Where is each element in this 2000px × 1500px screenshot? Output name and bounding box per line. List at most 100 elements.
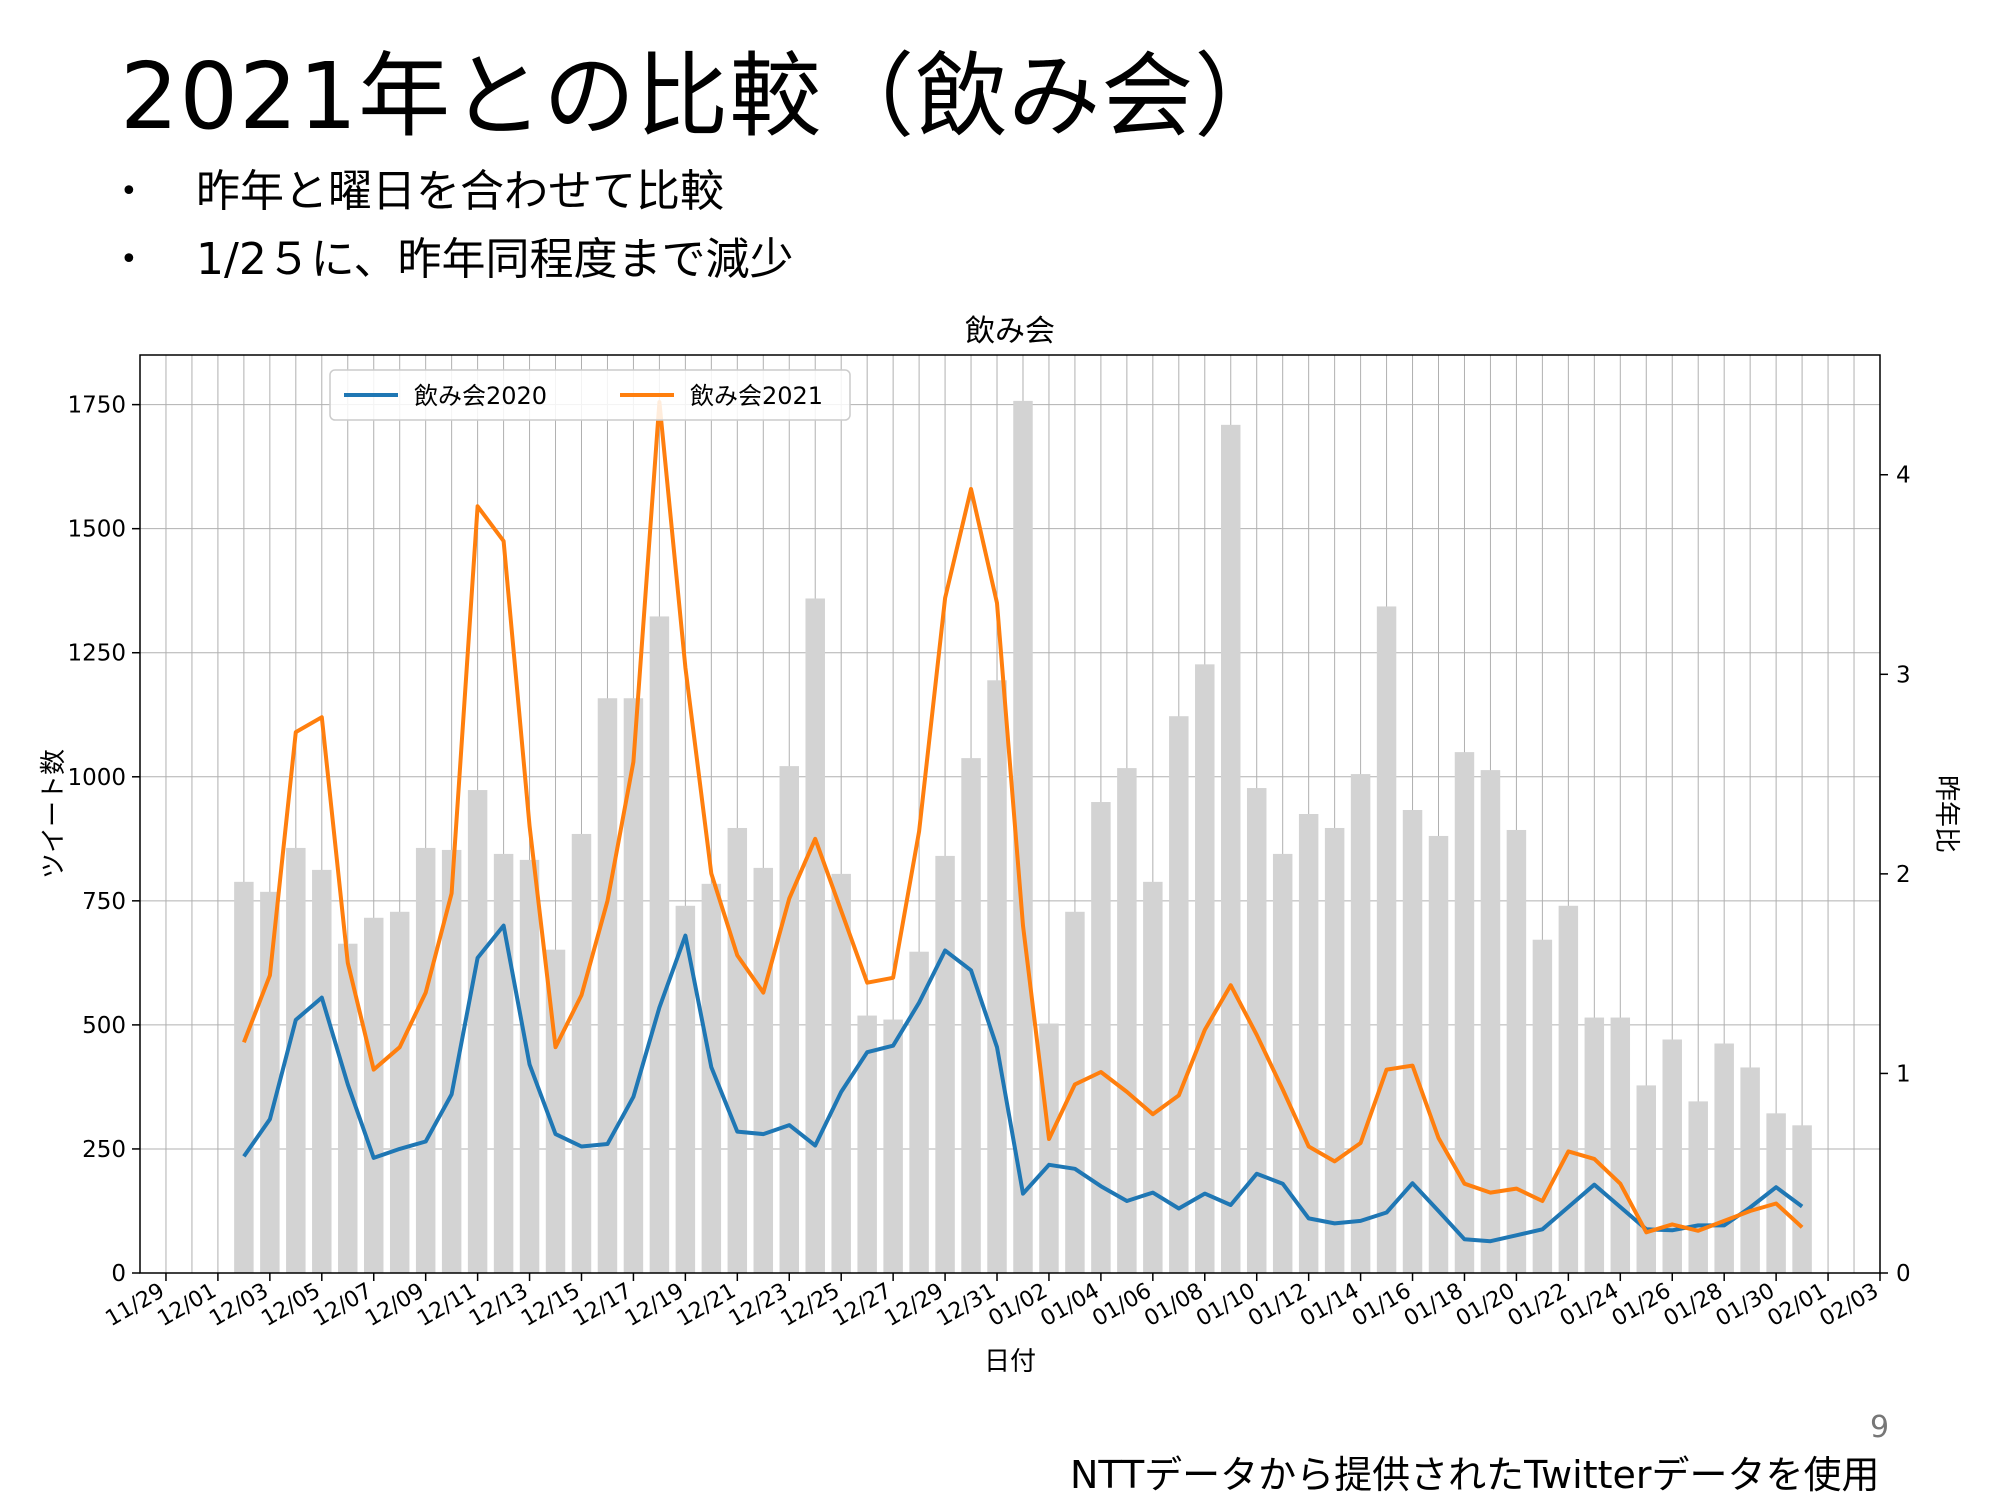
x-tick-label: 12/29 [881, 1279, 948, 1332]
x-tick-label: 01/24 [1556, 1279, 1623, 1332]
data-source-note: NTTデータから提供されたTwitterデータを使用 [1070, 1453, 1880, 1497]
bar [1480, 770, 1501, 1273]
bar [1766, 1113, 1786, 1273]
y-tick-label-left: 0 [111, 1261, 126, 1287]
x-tick-label: 01/20 [1452, 1279, 1519, 1332]
bar [805, 598, 825, 1273]
bar [1324, 827, 1345, 1273]
bar [1298, 814, 1319, 1273]
y-axis-label-right: 昨年比 [1931, 775, 1961, 853]
bar [415, 847, 436, 1273]
bar [701, 883, 722, 1273]
y-tick-label-right: 2 [1896, 862, 1911, 888]
bar [1143, 881, 1163, 1273]
x-tick-label: 02/03 [1816, 1279, 1883, 1332]
bullet-item: • 昨年と曜日を合わせて比較 [120, 158, 794, 226]
x-tick-label: 01/30 [1712, 1279, 1779, 1332]
bullet-dot: • [120, 242, 138, 277]
bar [1688, 1101, 1708, 1273]
bullet-text: 1/2５に、昨年同程度まで減少 [196, 234, 794, 285]
series-lines [242, 400, 1804, 1244]
y-tick-label-left: 250 [82, 1137, 126, 1163]
x-tick-label: 01/10 [1192, 1279, 1259, 1332]
x-tick-label: 01/12 [1244, 1279, 1311, 1332]
x-tick-label: 01/04 [1036, 1279, 1103, 1332]
legend-label-2021: 飲み会2021 [690, 382, 823, 410]
slide-title: 2021年との比較（飲み会） [120, 43, 1288, 150]
x-tick-label: 01/28 [1660, 1279, 1727, 1332]
x-tick-label: 12/09 [361, 1279, 428, 1332]
bar [649, 616, 670, 1273]
bar [1402, 810, 1423, 1273]
bar [987, 680, 1007, 1273]
bar [779, 766, 799, 1273]
bar [286, 847, 306, 1273]
bar [1558, 905, 1579, 1273]
x-axis-label: 日付 [984, 1347, 1036, 1377]
bar [935, 855, 955, 1273]
bar [1221, 424, 1241, 1273]
x-tick-label: 12/19 [621, 1279, 688, 1332]
x-tick-label: 12/13 [465, 1279, 532, 1332]
bar [1091, 802, 1111, 1273]
y-tick-label-right: 4 [1896, 463, 1911, 489]
x-tick-label: 12/17 [569, 1279, 636, 1332]
bar [363, 917, 384, 1273]
bar [312, 869, 332, 1273]
y-tick-label-right: 3 [1896, 662, 1911, 688]
bar [883, 1019, 903, 1273]
x-tick-label: 12/25 [777, 1279, 844, 1332]
x-tick-label: 12/11 [413, 1279, 480, 1332]
x-tick-label: 01/18 [1400, 1279, 1467, 1332]
bar [1169, 716, 1189, 1273]
x-tick-label: 02/01 [1764, 1279, 1831, 1332]
bar [1039, 1023, 1059, 1273]
bar [441, 849, 462, 1273]
bar [1195, 664, 1215, 1273]
bar [493, 853, 514, 1273]
bar [571, 833, 592, 1273]
bar [597, 698, 618, 1273]
bar [1792, 1125, 1812, 1273]
x-tick-label: 12/01 [153, 1279, 220, 1332]
bar [1065, 911, 1085, 1273]
bar [1454, 752, 1475, 1273]
line-series-2020 [242, 923, 1804, 1244]
bar [260, 891, 280, 1273]
bullet-text: 昨年と曜日を合わせて比較 [196, 166, 724, 217]
bar [1714, 1043, 1734, 1273]
bar [727, 827, 748, 1273]
bar [1013, 400, 1033, 1273]
y-tick-label-left: 1000 [67, 765, 126, 791]
x-tick-label: 12/23 [725, 1279, 792, 1332]
bar [753, 867, 774, 1273]
bar [623, 698, 644, 1273]
bar [1428, 835, 1449, 1273]
plot-frame [139, 354, 1881, 1274]
x-tick-label: 01/06 [1088, 1279, 1155, 1332]
bar [1584, 1017, 1605, 1273]
legend: 飲み会2020 飲み会2021 [329, 369, 851, 421]
chart-title: 飲み会 [965, 314, 1055, 349]
x-tick-label: 12/05 [257, 1279, 324, 1332]
bar [1272, 853, 1293, 1273]
x-tick-label: 01/14 [1296, 1279, 1363, 1332]
line-series-2021 [242, 400, 1804, 1235]
bar [234, 881, 254, 1273]
bar [857, 1015, 877, 1273]
y-tick-label-right: 0 [1896, 1261, 1911, 1287]
bar [545, 949, 566, 1273]
bullet-list: • 昨年と曜日を合わせて比較 • 1/2５に、昨年同程度まで減少 [120, 158, 794, 294]
x-tick-label: 12/27 [829, 1279, 896, 1332]
y-axis-label-left: ツイート数 [39, 749, 69, 879]
x-tick-label: 01/08 [1140, 1279, 1207, 1332]
bar [1610, 1017, 1631, 1273]
x-tick-label: 01/16 [1348, 1279, 1415, 1332]
bar [1636, 1085, 1657, 1273]
x-tick-label: 12/07 [309, 1279, 376, 1332]
x-tick-label: 01/26 [1608, 1279, 1675, 1332]
bar [1376, 606, 1397, 1273]
bar [467, 790, 488, 1273]
bar [1506, 829, 1527, 1273]
page-number: 9 [1870, 1410, 1890, 1445]
